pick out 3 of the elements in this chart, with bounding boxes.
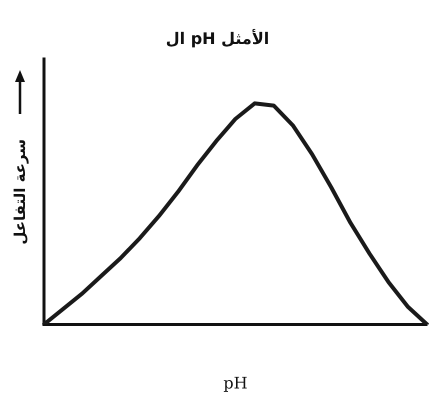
x-axis-title: pH — [223, 374, 248, 393]
chart-title: ال pH الأمثل — [166, 28, 270, 48]
y-axis-title: سرعة التفاعل — [10, 138, 29, 245]
